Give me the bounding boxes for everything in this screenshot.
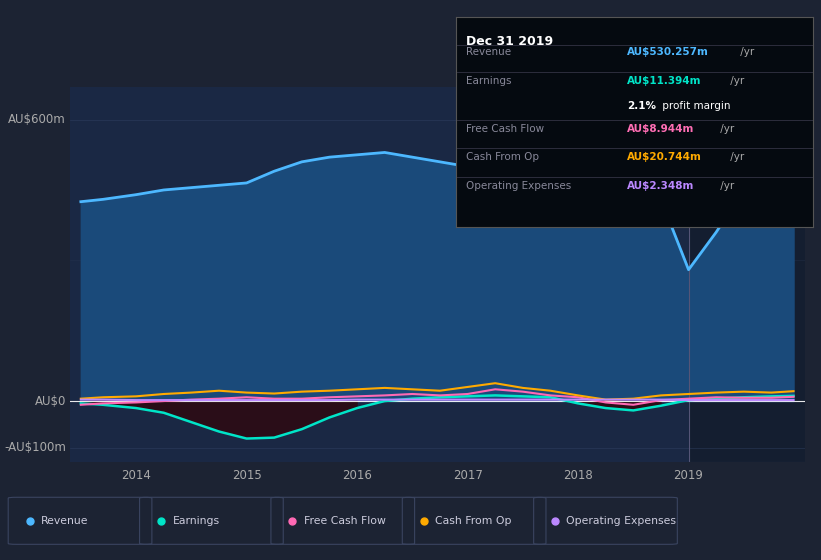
Text: Cash From Op: Cash From Op xyxy=(435,516,511,526)
Text: -AU$100m: -AU$100m xyxy=(4,441,67,454)
Text: 2015: 2015 xyxy=(232,469,261,482)
Text: 2018: 2018 xyxy=(563,469,593,482)
Text: Revenue: Revenue xyxy=(41,516,89,526)
Text: 2014: 2014 xyxy=(122,469,151,482)
Bar xyxy=(689,87,805,462)
Text: Cash From Op: Cash From Op xyxy=(466,152,539,162)
Text: AU$8.944m: AU$8.944m xyxy=(627,124,695,134)
Text: Revenue: Revenue xyxy=(466,47,511,57)
Text: Dec 31 2019: Dec 31 2019 xyxy=(466,35,553,48)
Text: Free Cash Flow: Free Cash Flow xyxy=(304,516,386,526)
Text: /yr: /yr xyxy=(727,76,745,86)
Text: Operating Expenses: Operating Expenses xyxy=(466,180,571,190)
Text: AU$0: AU$0 xyxy=(34,395,67,408)
Text: /yr: /yr xyxy=(717,124,734,134)
Text: AU$600m: AU$600m xyxy=(8,113,67,126)
Text: Earnings: Earnings xyxy=(466,76,511,86)
Text: Free Cash Flow: Free Cash Flow xyxy=(466,124,544,134)
Text: Operating Expenses: Operating Expenses xyxy=(566,516,677,526)
Text: AU$20.744m: AU$20.744m xyxy=(627,152,702,162)
Text: 2019: 2019 xyxy=(673,469,704,482)
Text: /yr: /yr xyxy=(727,152,745,162)
Text: AU$2.348m: AU$2.348m xyxy=(627,180,695,190)
Text: 2017: 2017 xyxy=(452,469,483,482)
Text: /yr: /yr xyxy=(717,180,734,190)
Text: /yr: /yr xyxy=(737,47,754,57)
Text: AU$530.257m: AU$530.257m xyxy=(627,47,709,57)
Text: 2016: 2016 xyxy=(342,469,372,482)
Text: Earnings: Earnings xyxy=(172,516,219,526)
Text: profit margin: profit margin xyxy=(659,101,731,111)
Text: AU$11.394m: AU$11.394m xyxy=(627,76,702,86)
Text: 2.1%: 2.1% xyxy=(627,101,656,111)
